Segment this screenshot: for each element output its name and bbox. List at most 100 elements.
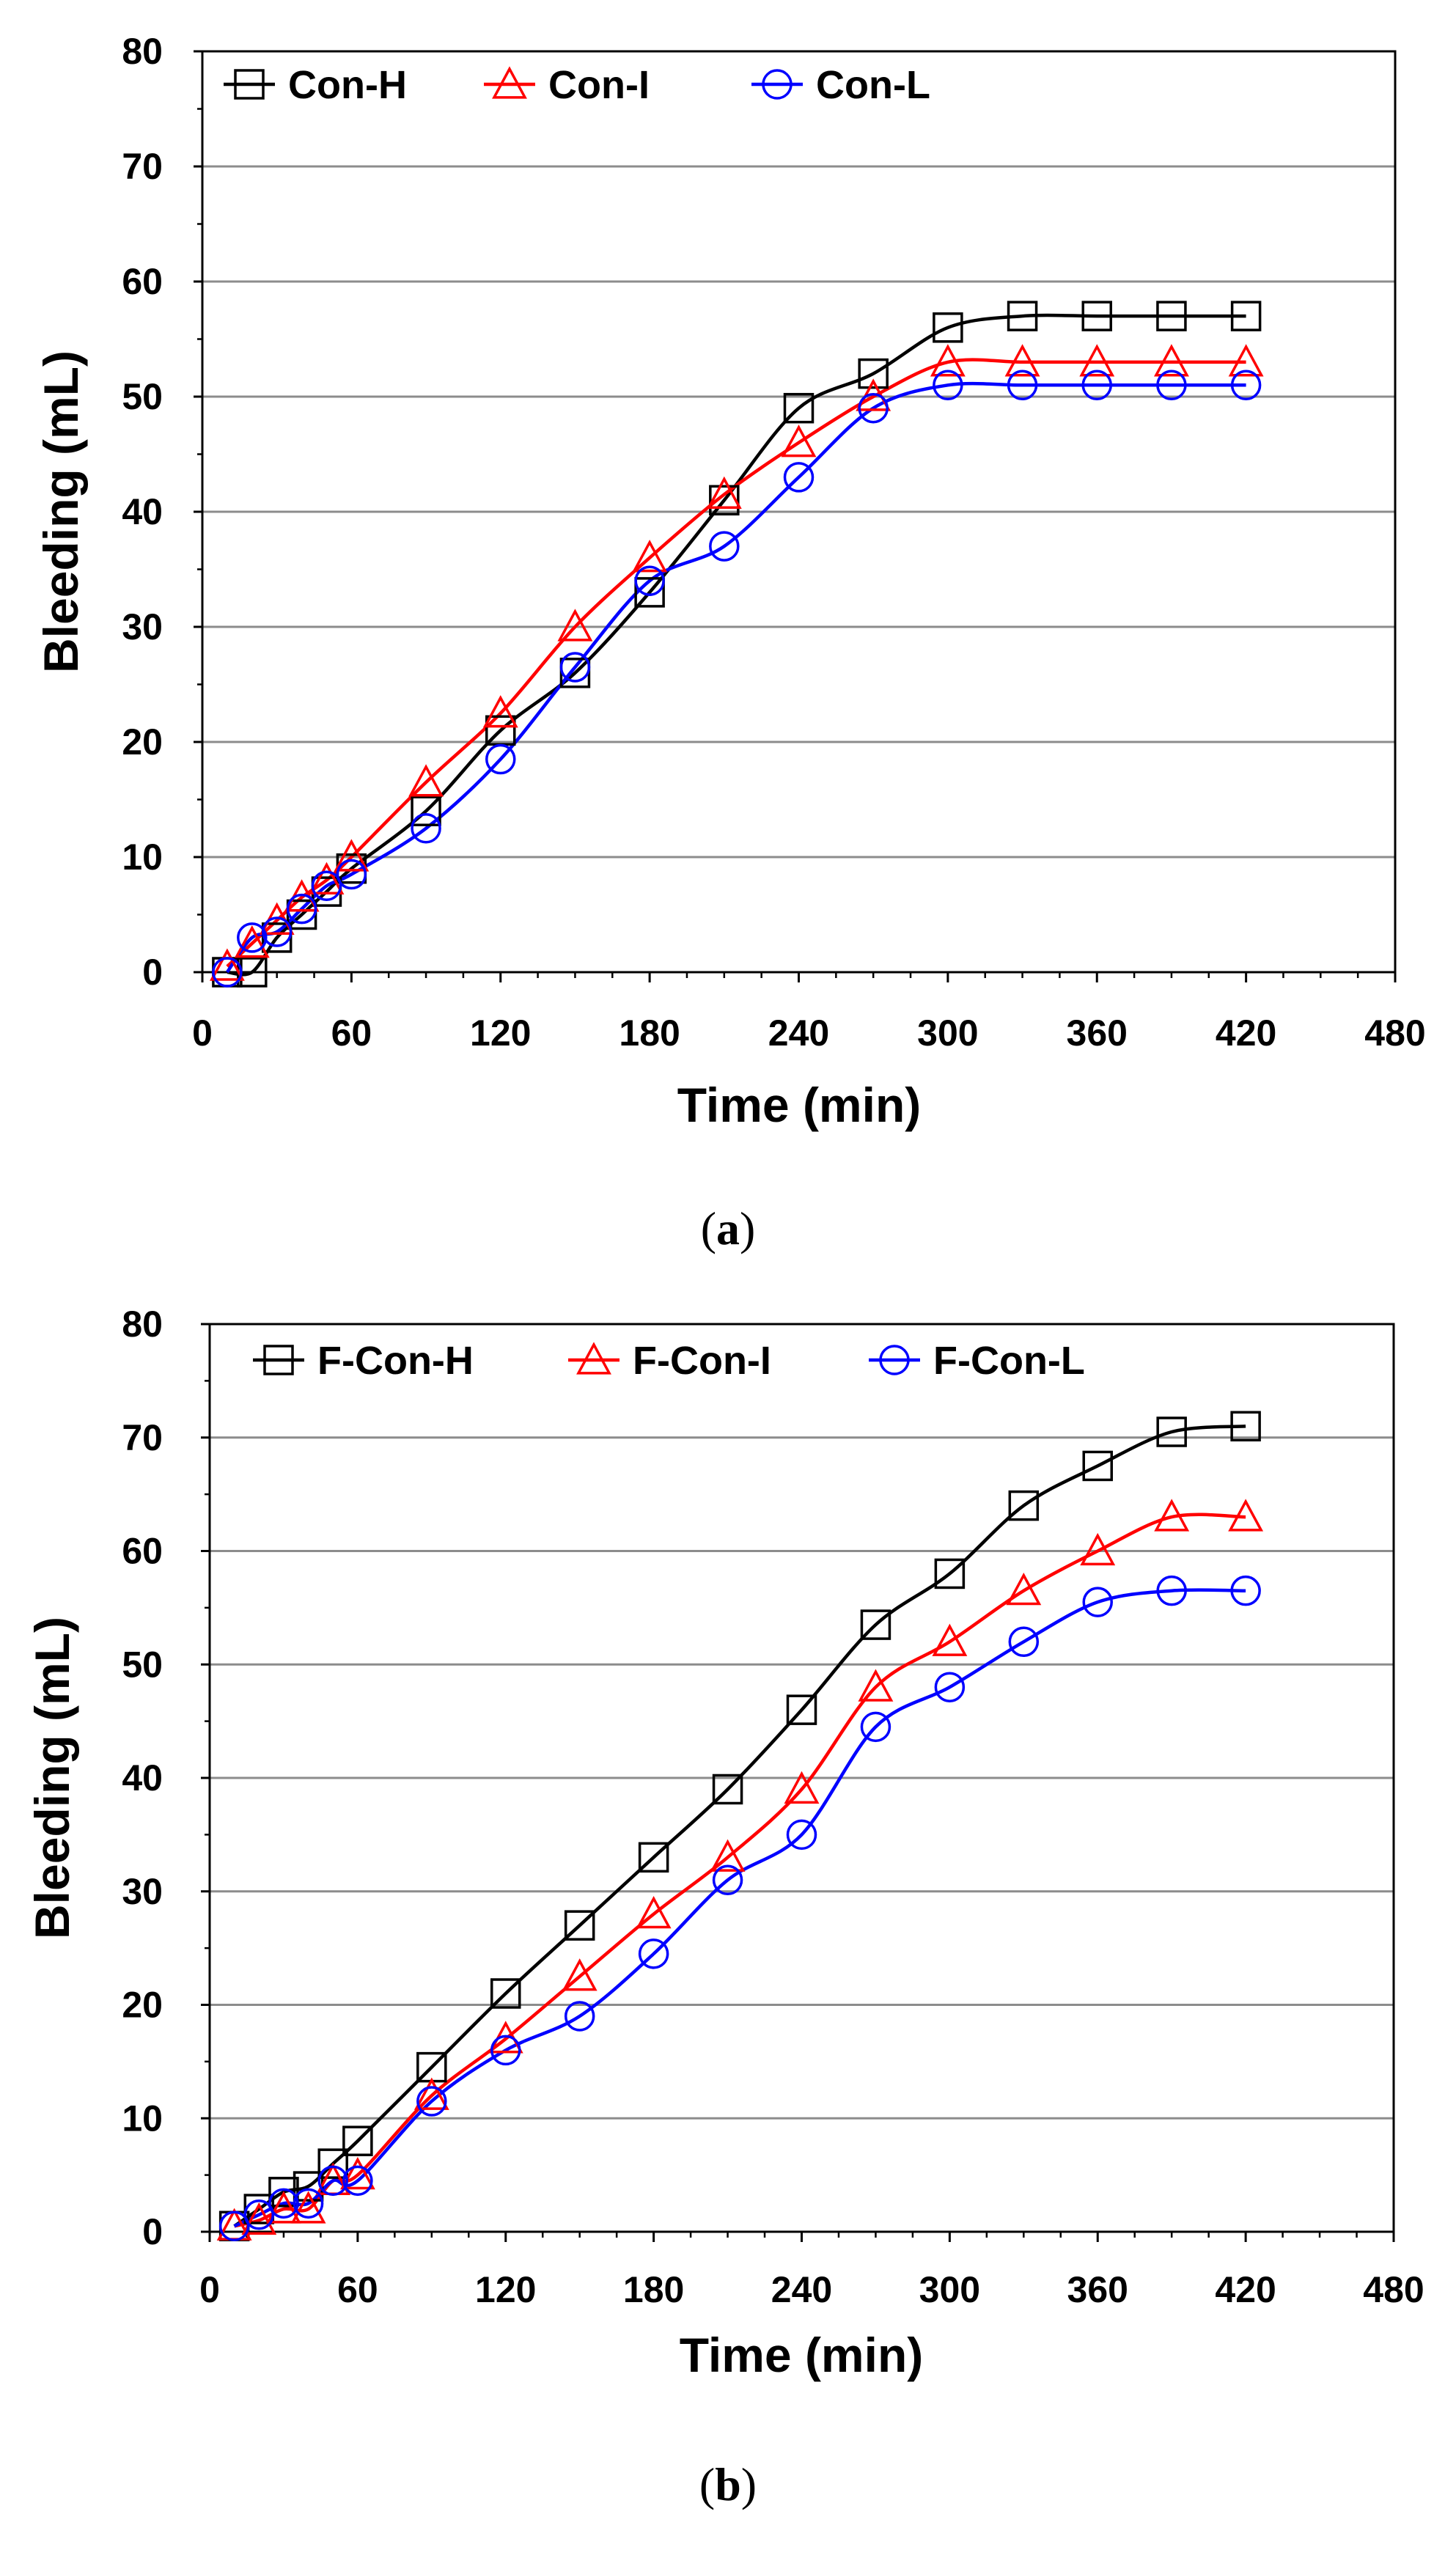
- x-axis-title-b: Time (min): [680, 2328, 923, 2382]
- data-point-Con-I-120: [482, 695, 518, 728]
- y-tick-label-b: 30: [122, 1871, 163, 1912]
- x-tick-label-b: 0: [199, 2269, 220, 2310]
- data-point-F-Con-L-90: [416, 2086, 447, 2117]
- data-point-Con-L-210: [709, 531, 740, 562]
- legend-marker-F-Con-I: [576, 1342, 611, 1375]
- x-tick-label-a: 420: [1216, 1012, 1276, 1054]
- y-tick-label-a: 30: [122, 606, 163, 647]
- legend-label-Con-I: Con-I: [548, 63, 650, 107]
- x-axis-title-a: Time (min): [677, 1078, 921, 1132]
- data-point-Con-L-120: [485, 743, 516, 775]
- y-tick-label-a: 50: [122, 376, 163, 417]
- data-point-F-Con-H-420: [1230, 1411, 1261, 1442]
- data-point-Con-L-50: [311, 870, 342, 901]
- x-tick-label-b: 60: [337, 2269, 378, 2310]
- data-point-Con-H-360: [1081, 301, 1112, 331]
- data-point-F-Con-L-60: [342, 2165, 373, 2197]
- data-point-F-Con-L-10: [218, 2210, 250, 2242]
- y-tick-label-b: 70: [122, 1417, 163, 1458]
- legend-marker-Con-L: [762, 69, 793, 100]
- legend-marker-F-Con-H: [263, 1345, 294, 1375]
- data-point-Con-L-240: [783, 462, 815, 493]
- data-point-Con-L-10: [212, 957, 243, 988]
- legend-marker-F-Con-L: [879, 1345, 910, 1375]
- data-point-Con-H-240: [783, 392, 815, 424]
- data-point-F-Con-L-240: [786, 1819, 817, 1851]
- x-tick-label-a: 300: [917, 1012, 978, 1054]
- y-tick-label-a: 20: [122, 721, 163, 762]
- data-point-F-Con-H-300: [934, 1558, 966, 1589]
- x-tick-label-b: 480: [1363, 2269, 1424, 2310]
- data-point-F-Con-I-240: [784, 1771, 820, 1804]
- data-point-F-Con-I-40: [290, 2191, 326, 2224]
- data-point-Con-I-50: [309, 861, 345, 894]
- data-point-F-Con-I-180: [636, 1896, 672, 1929]
- y-tick-label-a: 10: [122, 837, 163, 878]
- data-point-Con-H-330: [1007, 301, 1038, 331]
- chart-panel-a: 0 10 20 30 40 50 60 70 80 0 60 120 180 240 300 360 420 48…: [34, 31, 1426, 1254]
- data-point-Con-I-360: [1079, 344, 1115, 377]
- data-point-F-Con-L-210: [712, 1864, 743, 1896]
- data-point-Con-L-90: [411, 813, 441, 844]
- data-point-F-Con-L-270: [860, 1711, 891, 1743]
- axis-ticks-b: 0 10 20 30 40 50 60 70 80 0 60 120 180 240 300 360 420 48…: [122, 1304, 1424, 2310]
- data-point-F-Con-I-210: [710, 1839, 746, 1872]
- markers-a: [209, 301, 1264, 988]
- data-point-Con-I-10: [209, 948, 245, 981]
- legend-b: F-Con-H F-Con-I F-Con-L: [253, 1339, 1085, 1383]
- data-point-Con-L-20: [237, 922, 268, 953]
- x-tick-label-b: 120: [475, 2269, 536, 2310]
- y-tick-label-b: 20: [122, 1985, 163, 2026]
- y-tick-label-b: 0: [142, 2211, 163, 2252]
- data-point-F-Con-I-60: [339, 2156, 375, 2190]
- legend-label-F-Con-I: F-Con-I: [633, 1339, 771, 1383]
- data-point-Con-L-300: [933, 370, 963, 401]
- x-tick-label-a: 360: [1067, 1012, 1128, 1054]
- data-point-Con-I-60: [334, 839, 369, 872]
- data-point-F-Con-H-60: [342, 2125, 373, 2156]
- x-tick-label-a: 120: [470, 1012, 531, 1054]
- x-tick-label-b: 180: [623, 2269, 684, 2310]
- data-point-Con-L-270: [858, 392, 889, 424]
- legend-label-Con-H: Con-H: [288, 63, 407, 107]
- data-point-Con-H-210: [709, 485, 740, 516]
- data-point-Con-L-150: [559, 652, 591, 683]
- data-point-F-Con-L-30: [268, 2188, 299, 2219]
- data-point-F-Con-L-40: [293, 2188, 324, 2219]
- data-point-F-Con-H-210: [712, 1774, 743, 1805]
- data-point-F-Con-L-330: [1008, 1626, 1040, 1658]
- data-point-F-Con-H-270: [860, 1609, 891, 1640]
- y-tick-label-a: 0: [142, 952, 163, 993]
- data-point-F-Con-L-20: [243, 2199, 275, 2230]
- x-tick-label-b: 300: [919, 2269, 980, 2310]
- grid-lines-b: [210, 1436, 1394, 2120]
- y-tick-label-b: 10: [122, 2098, 163, 2139]
- data-point-Con-I-330: [1004, 344, 1040, 377]
- legend-label-F-Con-H: F-Con-H: [317, 1339, 474, 1383]
- data-point-F-Con-I-20: [241, 2202, 277, 2235]
- data-point-F-Con-H-390: [1156, 1416, 1187, 1447]
- y-tick-label-a: 40: [122, 491, 163, 532]
- data-point-Con-H-90: [411, 795, 441, 826]
- data-point-Con-H-420: [1230, 301, 1262, 331]
- panel-caption-a: (a): [701, 1202, 756, 1254]
- data-point-F-Con-I-150: [562, 1958, 598, 1991]
- data-point-F-Con-H-240: [786, 1694, 817, 1725]
- data-point-F-Con-I-30: [266, 2191, 301, 2224]
- data-point-Con-L-60: [336, 859, 367, 890]
- x-tick-label-b: 360: [1067, 2269, 1128, 2310]
- legend-label-Con-L: Con-L: [816, 63, 930, 107]
- data-point-Con-L-360: [1081, 370, 1112, 401]
- y-axis-title-a: Bleeding (mL): [34, 350, 88, 673]
- y-tick-label-a: 80: [122, 31, 163, 72]
- legend-a: Con-H Con-I Con-L: [224, 63, 930, 107]
- data-point-F-Con-I-90: [413, 2077, 449, 2110]
- data-point-Con-H-180: [634, 577, 665, 608]
- y-axis-title-b: Bleeding (mL): [25, 1617, 79, 1939]
- legend-marker-Con-I: [492, 66, 527, 99]
- data-point-Con-L-180: [634, 565, 665, 596]
- y-tick-label-b: 80: [122, 1304, 163, 1345]
- data-point-Con-I-150: [557, 609, 593, 642]
- x-tick-label-a: 240: [768, 1012, 829, 1054]
